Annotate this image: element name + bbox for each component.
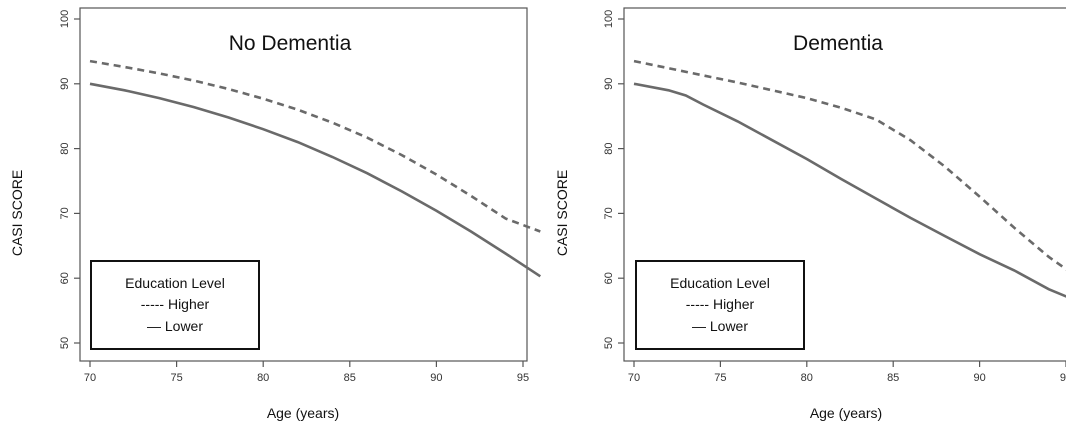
y-axis-label: CASI SCORE bbox=[554, 170, 570, 256]
x-tick-label: 95 bbox=[517, 372, 529, 384]
y-tick-label: 70 bbox=[59, 207, 71, 219]
x-tick-label: 80 bbox=[801, 372, 813, 384]
y-tick-label: 100 bbox=[603, 10, 615, 28]
y-tick-label: 90 bbox=[603, 78, 615, 90]
x-axis-label: Age (years) bbox=[810, 405, 882, 421]
legend-entry-higher: ----- Higher bbox=[141, 296, 210, 312]
y-tick-label: 90 bbox=[59, 78, 71, 90]
x-tick-label: 75 bbox=[170, 372, 182, 384]
legend: Education Level ----- Higher — Lower bbox=[635, 260, 805, 350]
y-tick-label: 50 bbox=[59, 337, 71, 349]
x-tick-label: 95 bbox=[1060, 372, 1066, 384]
y-tick-label: 80 bbox=[603, 142, 615, 154]
series-lines bbox=[633, 59, 1066, 298]
panel-dementia: Dementia Age (years) CASI SCORE 70 75 80 85… bbox=[554, 7, 1066, 421]
plot-frame bbox=[79, 7, 528, 362]
x-tick-label: 80 bbox=[257, 372, 269, 384]
panel-no-dementia: No Dementia Age (years) CASI SCORE 70 75 8… bbox=[9, 7, 542, 421]
x-tick-label: 85 bbox=[344, 372, 356, 384]
y-tick-label: 60 bbox=[603, 272, 615, 284]
x-tick-label: 70 bbox=[628, 372, 640, 384]
x-tick-label: 90 bbox=[973, 372, 985, 384]
x-tick-label: 90 bbox=[430, 372, 442, 384]
legend-entry-lower: — Lower bbox=[692, 318, 748, 334]
y-axis-label: CASI SCORE bbox=[9, 170, 25, 256]
x-axis-label: Age (years) bbox=[267, 405, 339, 421]
y-tick-label: 50 bbox=[603, 337, 615, 349]
y-tick-label: 60 bbox=[59, 272, 71, 284]
chart-title: Dementia bbox=[793, 32, 883, 55]
legend-title: Education Level bbox=[670, 275, 770, 291]
chart-title: No Dementia bbox=[229, 32, 352, 55]
legend-box bbox=[90, 260, 260, 350]
axis-ticks: 70 75 80 85 90 95 50 60 70 80 90 100 bbox=[59, 10, 529, 384]
legend: Education Level ----- Higher — Lower bbox=[90, 260, 260, 350]
x-tick-label: 85 bbox=[887, 372, 899, 384]
legend-title: Education Level bbox=[125, 275, 225, 291]
series-line-higher bbox=[633, 59, 1066, 271]
plot-frame bbox=[623, 7, 1066, 362]
series-lines bbox=[89, 59, 542, 278]
x-tick-label: 75 bbox=[714, 372, 726, 384]
x-tick-label: 70 bbox=[84, 372, 96, 384]
y-tick-label: 70 bbox=[603, 207, 615, 219]
y-tick-label: 80 bbox=[59, 142, 71, 154]
axis-ticks: 70 75 80 85 90 95 50 60 70 80 90 100 bbox=[603, 10, 1066, 384]
series-line-lower bbox=[89, 82, 542, 278]
series-line-lower bbox=[633, 82, 1066, 298]
series-line-higher bbox=[89, 59, 541, 233]
legend-entry-higher: ----- Higher bbox=[686, 296, 755, 312]
legend-entry-lower: — Lower bbox=[147, 318, 203, 334]
legend-box bbox=[635, 260, 805, 350]
y-tick-label: 100 bbox=[59, 10, 71, 28]
